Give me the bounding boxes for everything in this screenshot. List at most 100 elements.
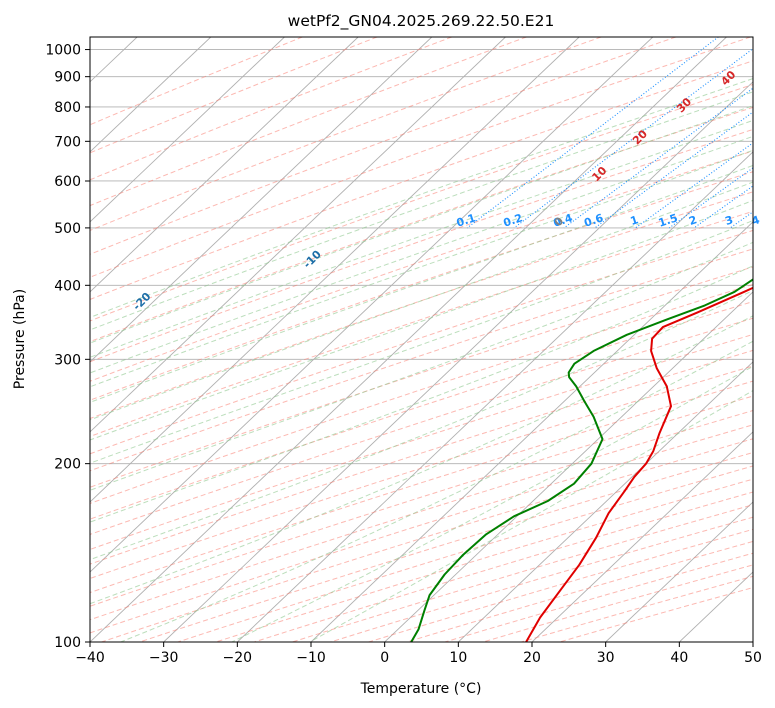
isotherm-line [605,501,753,642]
x-tick-label: −20 [223,650,253,666]
chart-title: wetPf2_GN04.2025.269.22.50.E21 [288,12,555,31]
dewpoint-line [410,278,753,642]
y-tick-label: 300 [54,352,81,368]
dry-adiabat-line [90,60,753,300]
mixing-ratio-line [466,37,719,229]
dry-adiabat-line [90,380,753,594]
isotherm-line [237,151,753,642]
dry-adiabat-line [90,365,753,580]
mixing-ratio-label: 1 [629,213,640,228]
moist-adiabat-line [90,220,753,464]
isotherm-line [384,291,753,642]
dry-adiabat-label: -20 [130,290,153,313]
y-tick-label: 900 [54,70,81,86]
dry-adiabat-line [139,451,753,642]
moist-adiabat-line [120,340,753,642]
moist-adiabat-label: 40 [718,68,738,88]
dry-adiabat-line [90,395,753,607]
x-tick-label: −40 [75,650,105,666]
x-tick-label: 50 [744,650,762,666]
mixing-ratio-label: 0.1 [455,211,478,229]
dry-adiabat-line [90,171,753,401]
background-lines [0,37,775,642]
y-tick-label: 100 [54,635,81,651]
mixing-ratio-label: 3 [723,213,734,228]
moist-adiabat-line [90,78,753,319]
x-tick-label: −30 [149,650,179,666]
dry-adiabat-line [90,283,753,504]
isotherm-line [679,571,753,642]
isotherm-line [752,641,753,642]
mixing-ratio-line [513,47,753,229]
dry-adiabat-line [90,229,753,455]
isotherm-line [163,81,753,642]
y-tick-label: 400 [54,278,81,294]
mixing-ratio-line [757,37,775,228]
y-tick-label: 800 [54,100,81,116]
mixing-ratio-label: 0.2 [502,211,525,229]
dry-adiabat-line [90,266,753,488]
dry-adiabat-line [90,150,753,382]
dry-adiabat-line [90,333,753,550]
y-tick-label: 600 [54,174,81,190]
dry-adiabat-line [330,516,753,642]
y-tick-label: 200 [54,457,81,473]
mixing-ratio-line [594,111,753,229]
moist-adiabat-line [90,241,753,491]
dry-adiabat-line [90,37,452,181]
moist-adiabat-label: 30 [674,95,694,115]
mixing-ratio-line [668,167,753,229]
isotherm-line [458,361,753,642]
isotherm-line [310,221,753,642]
moist-adiabat-line [90,289,753,561]
dry-adiabat-line [90,37,378,154]
isotherm-line [90,37,506,433]
axis-ticks: −40 −30 −20 −10 0 10 20 30 40 50 100 200 300 400 500 60… [45,43,762,666]
x-tick-label: 10 [449,650,467,666]
mixing-ratio-label: 1.5 [657,211,680,229]
dry-adiabat-line [90,300,753,520]
moist-adiabat-line [90,105,753,344]
mixing-ratio-label: 0.6 [582,211,605,229]
line-labels: 0.10.20.40.611.52346810131620253036-100-… [130,68,762,313]
mixing-ratio-label: 4 [750,213,762,228]
dry-adiabat-line [90,349,753,565]
isotherm-line [0,37,63,642]
moist-adiabat-line [231,365,753,642]
mixing-ratio-line [563,87,753,229]
isotherm-line [90,37,433,363]
temperature-line [525,286,753,642]
x-tick-label: 0 [380,650,389,666]
dry-adiabat-line [90,317,753,535]
x-tick-label: −10 [296,650,326,666]
isotherm-line [90,37,580,503]
plot-frame [89,36,754,643]
isotherm-line [90,37,359,293]
isotherm-line [531,431,753,642]
sounding-lines [410,278,753,642]
moist-adiabat-line [90,135,753,374]
x-tick-label: 40 [670,650,688,666]
x-tick-label: 20 [523,650,541,666]
isotherm-line [90,37,285,223]
mixing-ratio-label: 0.4 [552,211,575,229]
moist-adiabat-line [90,91,753,331]
moist-adiabat-line [90,199,753,441]
dry-adiabat-line [90,191,753,420]
y-tick-label: 500 [54,221,81,237]
mixing-ratio-label: 2 [687,213,698,228]
dry-adiabat-line [444,552,753,642]
moist-adiabat-line [90,119,753,358]
isotherm-line [90,37,212,153]
dry-adiabat-line [90,106,753,343]
dry-adiabat-line [90,37,527,207]
dry-adiabat-line [90,37,602,231]
moist-adiabat-line [90,149,753,388]
moist-adiabat-label: 20 [630,127,650,147]
dry-adiabat-line [368,528,753,642]
dry-adiabat-line [177,465,753,642]
moist-adiabat-line [309,389,753,642]
isotherm-line [90,37,654,573]
dry-adiabat-line [90,248,753,472]
